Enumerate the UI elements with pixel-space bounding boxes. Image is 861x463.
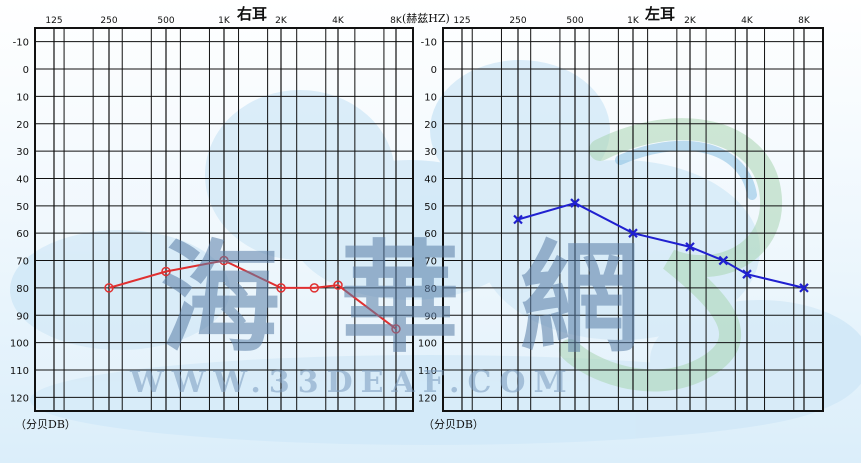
right-ear-data-point bbox=[333, 280, 343, 290]
right-ear-title: 右耳 bbox=[237, 5, 267, 23]
right-ear-x-tick-label: 250 bbox=[100, 16, 117, 26]
right-ear-y-tick-label: 70 bbox=[16, 257, 29, 268]
right-ear-y-tick-label: -10 bbox=[13, 38, 29, 49]
frequency-unit-label: (赫兹HZ) bbox=[402, 12, 450, 25]
left-ear-y-tick-label: 80 bbox=[424, 284, 437, 295]
watermark-url-text: WWW.33DEAF.COM bbox=[129, 365, 575, 400]
right-ear-y-tick-label: 90 bbox=[16, 311, 29, 322]
left-ear-y-tick-label: 20 bbox=[424, 120, 437, 131]
right-ear-y-tick-label: 120 bbox=[10, 393, 29, 404]
left-ear-data-point bbox=[799, 283, 809, 293]
right-ear-data-point bbox=[276, 283, 286, 293]
left-ear-y-tick-label: 50 bbox=[424, 202, 437, 213]
left-ear-y-tick-label: -10 bbox=[421, 38, 437, 49]
right-ear-y-tick-label: 30 bbox=[16, 147, 29, 158]
left-ear-data-point bbox=[685, 242, 695, 252]
left-ear-x-tick-label: 1K bbox=[627, 16, 640, 26]
right-ear-data-point bbox=[161, 266, 171, 277]
right-ear-y-tick-label: 80 bbox=[16, 284, 29, 295]
left-ear-x-tick-label: 250 bbox=[509, 16, 526, 26]
right-ear-x-tick-label: 500 bbox=[157, 16, 174, 26]
left-ear-data-point bbox=[570, 198, 580, 208]
left-ear-data-point bbox=[628, 228, 638, 238]
left-ear-y-tick-label: 10 bbox=[424, 92, 437, 103]
right-ear-y-tick-label: 60 bbox=[16, 229, 29, 240]
left-ear-y-tick-label: 30 bbox=[424, 147, 437, 158]
left-ear-y-tick-label: 100 bbox=[418, 339, 437, 350]
right-ear-x-tick-label: 1K bbox=[218, 16, 231, 26]
left-ear-y-tick-label: 90 bbox=[424, 311, 437, 322]
left-ear-data-point bbox=[718, 255, 729, 266]
right-ear-y-tick-label: 40 bbox=[16, 174, 29, 185]
right-ear-x-tick-label: 8K bbox=[390, 16, 403, 26]
left-ear-x-tick-label: 8K bbox=[798, 16, 811, 26]
left-ear-y-tick-label: 60 bbox=[424, 229, 437, 240]
left-ear-x-tick-label: 125 bbox=[453, 16, 470, 26]
left-ear-y-tick-label: 120 bbox=[418, 393, 437, 404]
right-ear-y-tick-label: 50 bbox=[16, 202, 29, 213]
left-ear-x-tick-label: 2K bbox=[684, 16, 697, 26]
left-ear-panel: -10 0 10 20 30 40 50 60 70 80 90 100 110 120 125 250 500… bbox=[418, 5, 824, 431]
left-ear-x-tick-label: 500 bbox=[566, 16, 583, 26]
left-ear-data-point bbox=[742, 269, 752, 279]
right-ear-y-tick-label: 0 bbox=[23, 65, 29, 76]
right-ear-y-tick-label: 10 bbox=[16, 92, 29, 103]
right-ear-y-axis-label: （分贝DB） bbox=[15, 418, 76, 431]
right-ear-panel: -10 0 10 20 30 40 50 60 70 80 90 100 110 120 125 250 500… bbox=[10, 5, 414, 431]
right-ear-y-tick-label: 110 bbox=[10, 366, 29, 377]
right-ear-data-point bbox=[309, 283, 320, 293]
right-ear-x-tick-label: 2K bbox=[275, 16, 288, 26]
left-ear-data-point bbox=[513, 214, 523, 225]
left-ear-x-tick-label: 4K bbox=[741, 16, 754, 26]
watermark-logo-text: 海華網 bbox=[160, 228, 700, 369]
right-ear-data-point bbox=[219, 255, 229, 266]
left-ear-y-tick-label: 0 bbox=[431, 65, 437, 76]
right-ear-x-tick-label: 125 bbox=[45, 16, 62, 26]
right-ear-x-tick-label: 4K bbox=[332, 16, 345, 26]
right-ear-data-point bbox=[104, 283, 114, 293]
left-ear-y-tick-label: 110 bbox=[418, 366, 437, 377]
right-ear-series-line bbox=[108, 259, 397, 330]
right-ear-data-point bbox=[391, 324, 401, 334]
right-ear-y-tick-label: 20 bbox=[16, 120, 29, 131]
left-ear-y-axis-label: （分贝DB） bbox=[423, 418, 484, 431]
left-ear-y-tick-label: 40 bbox=[424, 174, 437, 185]
left-ear-y-tick-label: 70 bbox=[424, 257, 437, 268]
left-ear-title: 左耳 bbox=[644, 5, 675, 23]
right-ear-y-tick-label: 100 bbox=[10, 339, 29, 350]
